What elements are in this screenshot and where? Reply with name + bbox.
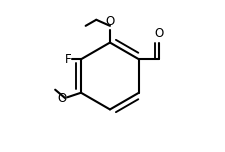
Text: O: O [105,15,114,28]
Text: O: O [57,92,66,105]
Text: F: F [64,53,71,66]
Text: O: O [154,27,163,40]
